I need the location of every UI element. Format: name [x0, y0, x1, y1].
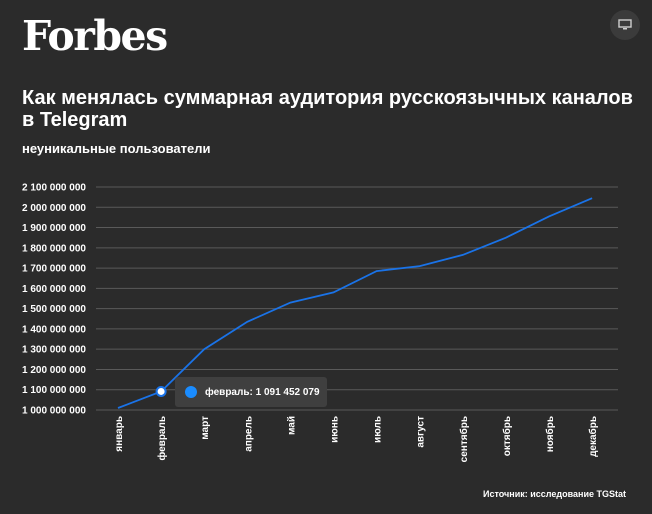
y-tick-label: 1 300 000 000 [22, 345, 86, 356]
series-line [117, 197, 593, 409]
y-tick-label: 2 000 000 000 [22, 203, 86, 214]
x-tick-label: март [200, 416, 211, 440]
y-tick-label: 1 200 000 000 [22, 365, 86, 376]
y-tick-label: 2 100 000 000 [22, 183, 86, 194]
tooltip-text: февраль: 1 091 452 079 [205, 386, 320, 398]
fullscreen-button[interactable] [610, 10, 640, 40]
y-tick-label: 1 000 000 000 [22, 406, 86, 417]
chart-title: Как менялась суммарная аудитория русскоя… [22, 87, 633, 131]
y-tick-label: 1 900 000 000 [22, 223, 86, 234]
x-tick-label: январь [114, 416, 125, 452]
source-note: Источник: исследование TGStat [483, 489, 626, 499]
x-tick-label: май [286, 416, 297, 435]
y-tick-label: 1 800 000 000 [22, 243, 86, 254]
y-tick-label: 1 600 000 000 [22, 284, 86, 295]
monitor-icon [618, 19, 632, 30]
x-tick-label: апрель [243, 416, 254, 452]
x-tick-label: июнь [330, 416, 341, 443]
tooltip-dot [185, 386, 197, 398]
y-tick-label: 1 400 000 000 [22, 324, 86, 335]
series-points [155, 385, 167, 397]
highlighted-data-point[interactable] [155, 385, 167, 397]
y-tick-label: 1 500 000 000 [22, 304, 86, 315]
forbes-logo: Forbes [22, 12, 168, 60]
x-tick-label: июль [373, 416, 384, 443]
x-tick-label: ноябрь [544, 416, 556, 452]
y-tick-label: 1 100 000 000 [22, 385, 86, 396]
x-tick-label: октябрь [501, 416, 513, 456]
x-tick-label: август [416, 416, 427, 448]
tooltip: февраль: 1 091 452 079 [175, 377, 327, 407]
y-axis-ticks: 2 100 000 000 2 000 000 000 1 900 000 000 1… [22, 183, 86, 417]
x-tick-label: декабрь [587, 416, 599, 457]
x-axis-ticks: январь февраль март апрель май июнь июль август… [114, 416, 599, 462]
y-tick-label: 1 700 000 000 [22, 264, 86, 275]
chart-subtitle: неуникальные пользователи [22, 141, 211, 156]
x-tick-label: февраль [156, 416, 168, 461]
x-tick-label: сентябрь [458, 416, 470, 462]
